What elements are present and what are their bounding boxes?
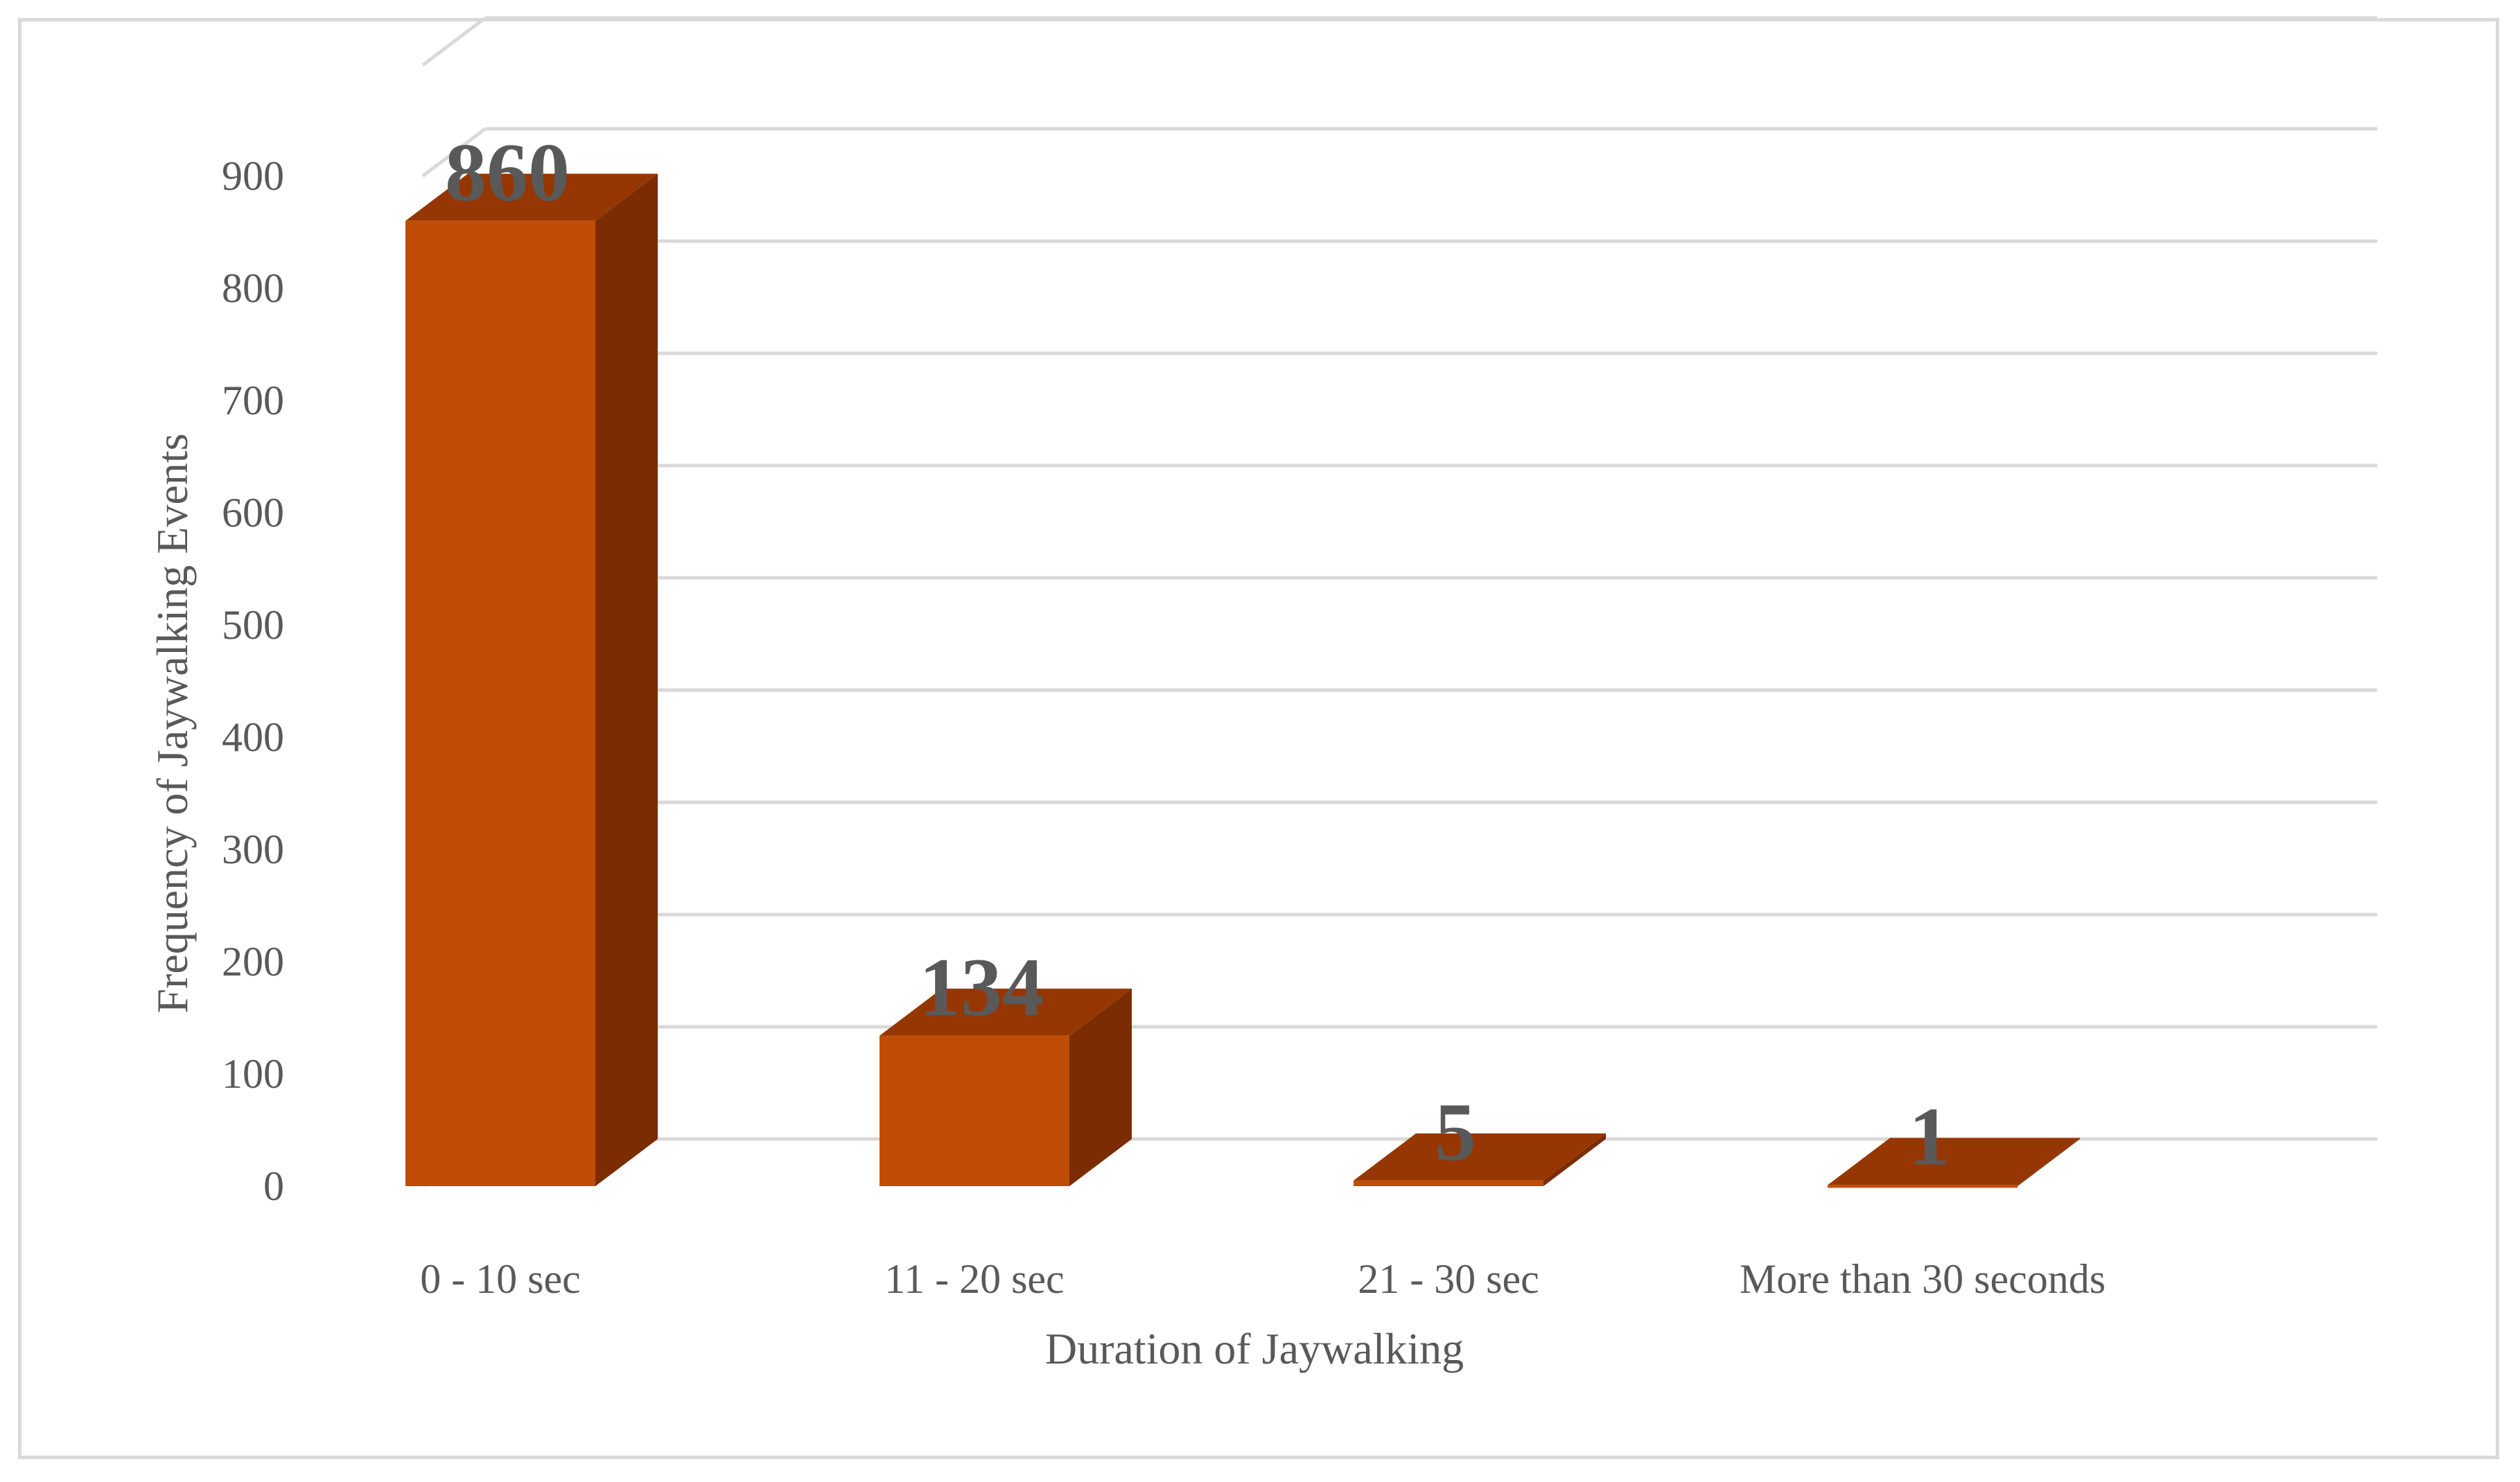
bar-front — [1354, 1180, 1543, 1186]
x-tick-label: 11 - 20 sec — [884, 1256, 1064, 1302]
data-label: 5 — [1435, 1086, 1476, 1178]
bar-front — [880, 1035, 1069, 1186]
y-tick-label: 100 — [222, 1051, 284, 1097]
y-tick-label: 900 — [222, 153, 284, 199]
bar-front — [1828, 1185, 2018, 1188]
bar — [1828, 1138, 2080, 1188]
gridline-diagonal — [421, 127, 487, 177]
y-tick-label: 600 — [222, 490, 284, 536]
y-tick-label: 800 — [222, 265, 284, 311]
bar-side — [1543, 1133, 1606, 1186]
gridlines — [421, 16, 2377, 1188]
x-tick-label: 21 - 30 sec — [1358, 1256, 1539, 1302]
bar-top — [1828, 1138, 2080, 1185]
y-axis-title: Frequency of Jaywalking Events — [148, 433, 197, 1013]
x-axis-title: Duration of Jaywalking — [1045, 1324, 1464, 1373]
bar — [1354, 1133, 1606, 1186]
y-tick-label: 500 — [222, 602, 284, 648]
data-label: 134 — [919, 941, 1044, 1033]
x-tick-label: More than 30 seconds — [1740, 1256, 2106, 1302]
data-label: 860 — [445, 126, 570, 218]
data-labels: 860 134 5 1 — [445, 126, 1950, 1183]
y-axis-ticks: 0 100 200 300 400 500 600 700 800 900 — [222, 153, 284, 1209]
bar-side — [2018, 1138, 2080, 1186]
x-tick-label: 0 - 10 sec — [420, 1256, 581, 1302]
y-tick-label: 300 — [222, 827, 284, 872]
data-label: 1 — [1909, 1090, 1950, 1182]
gridline-diagonal — [421, 17, 487, 67]
bar — [405, 173, 658, 1186]
y-tick-label: 0 — [263, 1163, 284, 1209]
y-tick-label: 200 — [222, 939, 284, 985]
bar-side — [1069, 988, 1132, 1186]
bar-top — [880, 988, 1132, 1036]
bar-front — [405, 220, 595, 1186]
bar-side — [595, 173, 658, 1186]
bar-top — [1354, 1133, 1606, 1181]
bar-top — [405, 173, 658, 221]
bars — [405, 173, 2080, 1188]
bar — [880, 988, 1132, 1186]
y-tick-label: 400 — [222, 714, 284, 760]
y-tick-label: 700 — [222, 378, 284, 423]
x-axis-ticks: 0 - 10 sec 11 - 20 sec 21 - 30 sec More tha… — [420, 1256, 2106, 1302]
